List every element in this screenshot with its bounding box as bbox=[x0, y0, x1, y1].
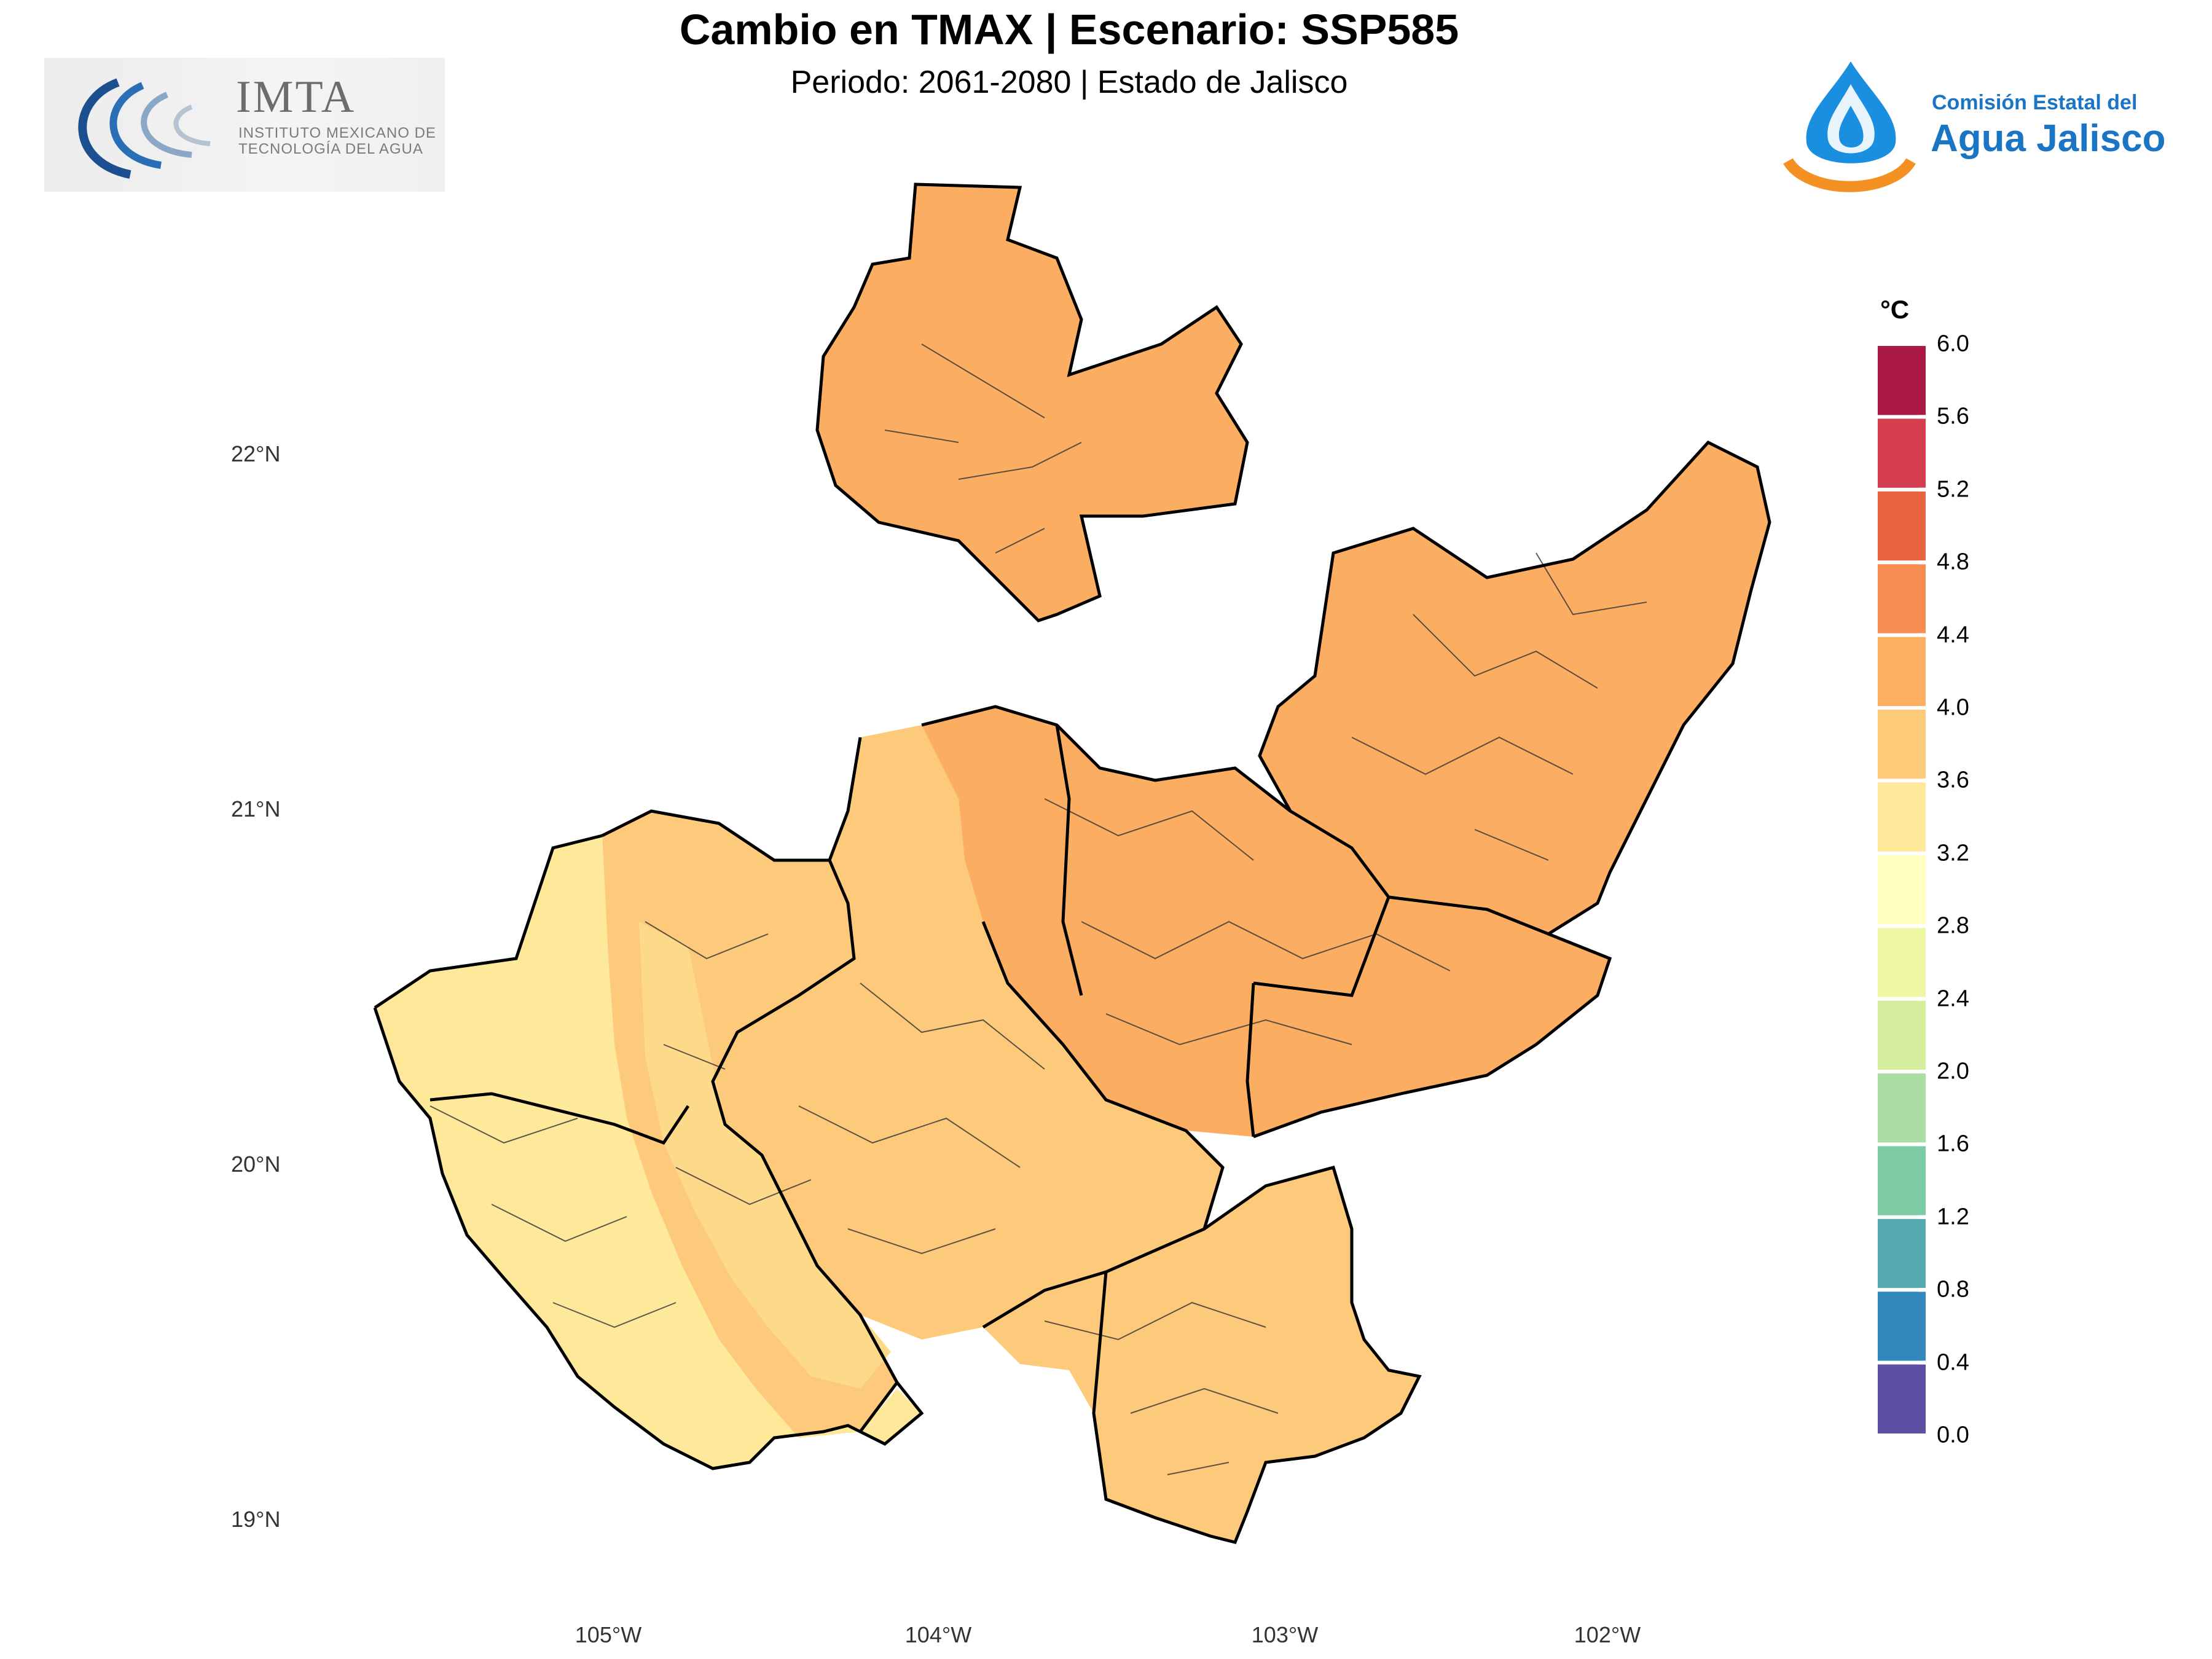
legend-tick-label: 4.4 bbox=[1937, 622, 1969, 648]
map-zone-norte bbox=[817, 184, 1247, 621]
legend-tick-label: 4.8 bbox=[1937, 549, 1969, 575]
municipal-boundaries bbox=[429, 343, 1647, 1475]
legend-swatch bbox=[1878, 1292, 1926, 1361]
legend-swatch bbox=[1878, 564, 1926, 633]
legend-swatch bbox=[1878, 418, 1926, 488]
lat-label-20: 20°N bbox=[231, 1151, 281, 1177]
legend-tick-label: 1.2 bbox=[1937, 1204, 1969, 1230]
legend-swatch bbox=[1878, 1000, 1926, 1070]
ceaj-logo-line2: Agua Jalisco bbox=[1931, 117, 2166, 160]
legend-tick-label: 6.0 bbox=[1937, 331, 1969, 357]
legend-tick-label: 2.4 bbox=[1937, 986, 1969, 1012]
map-zone-valles bbox=[713, 725, 1223, 1339]
map-title: Cambio en TMAX | Escenario: SSP585 bbox=[679, 6, 1459, 53]
lat-label-22: 22°N bbox=[231, 441, 281, 466]
legend-tick-label: 2.8 bbox=[1937, 912, 1969, 939]
legend-tick-label: 5.2 bbox=[1937, 476, 1969, 503]
legend-tick-label: 0.4 bbox=[1937, 1349, 1969, 1376]
legend-tick-label: 5.6 bbox=[1937, 403, 1969, 429]
lon-label-105: 105°W bbox=[575, 1622, 642, 1647]
legend-swatch bbox=[1878, 928, 1926, 997]
legend-swatch bbox=[1878, 491, 1926, 561]
map-subtitle: Periodo: 2061-2080 | Estado de Jalisco bbox=[790, 65, 1348, 100]
water-drop-icon bbox=[1783, 61, 1916, 192]
legend-tick-label: 3.6 bbox=[1937, 767, 1969, 793]
legend-tick-label: 3.2 bbox=[1937, 840, 1969, 866]
ceaj-logo-line1: Comisión Estatal del bbox=[1932, 91, 2138, 114]
legend-tick-label: 4.0 bbox=[1937, 694, 1969, 721]
lat-label-19: 19°N bbox=[231, 1507, 281, 1532]
legend-swatch bbox=[1878, 855, 1926, 925]
legend-swatch bbox=[1878, 1146, 1926, 1215]
lon-label-103: 103°W bbox=[1251, 1622, 1319, 1647]
lat-label-21: 21°N bbox=[231, 796, 281, 822]
legend-swatch bbox=[1878, 346, 1926, 415]
legend-tick-label: 0.8 bbox=[1937, 1276, 1969, 1303]
map-zone-costa-sur bbox=[639, 922, 891, 1389]
legend-swatch bbox=[1878, 782, 1926, 852]
map-zone-sur bbox=[983, 1167, 1419, 1542]
imta-logo-subtitle: INSTITUTO MEXICANO DE TECNOLOGÍA DEL AGU… bbox=[238, 125, 436, 157]
legend-swatch bbox=[1878, 637, 1926, 706]
lon-label-102: 102°W bbox=[1574, 1622, 1641, 1647]
legend-tick-label: 2.0 bbox=[1937, 1058, 1969, 1084]
legend-swatch bbox=[1878, 710, 1926, 779]
map-zone-altos-sur bbox=[922, 707, 1610, 1137]
legend-tick-label: 0.0 bbox=[1937, 1422, 1969, 1448]
legend-swatch bbox=[1878, 1218, 1926, 1288]
lon-label-104: 104°W bbox=[904, 1622, 972, 1647]
legend-swatch bbox=[1878, 1364, 1926, 1433]
ceaj-logo: Comisión Estatal del Agua Jalisco bbox=[1776, 57, 2181, 198]
imta-logo-name: IMTA bbox=[236, 72, 356, 122]
legend-swatch bbox=[1878, 1073, 1926, 1143]
region-boundaries bbox=[373, 182, 1771, 1544]
imta-logo: IMTA INSTITUTO MEXICANO DE TECNOLOGÍA DE… bbox=[44, 58, 445, 192]
legend-tick-label: 1.6 bbox=[1937, 1131, 1969, 1157]
imta-swirl-icon bbox=[78, 78, 211, 179]
legend-title: °C bbox=[1880, 295, 1910, 324]
map-zone-altos-norte bbox=[1260, 442, 1770, 934]
map-zone-costa-norte bbox=[375, 836, 922, 1469]
